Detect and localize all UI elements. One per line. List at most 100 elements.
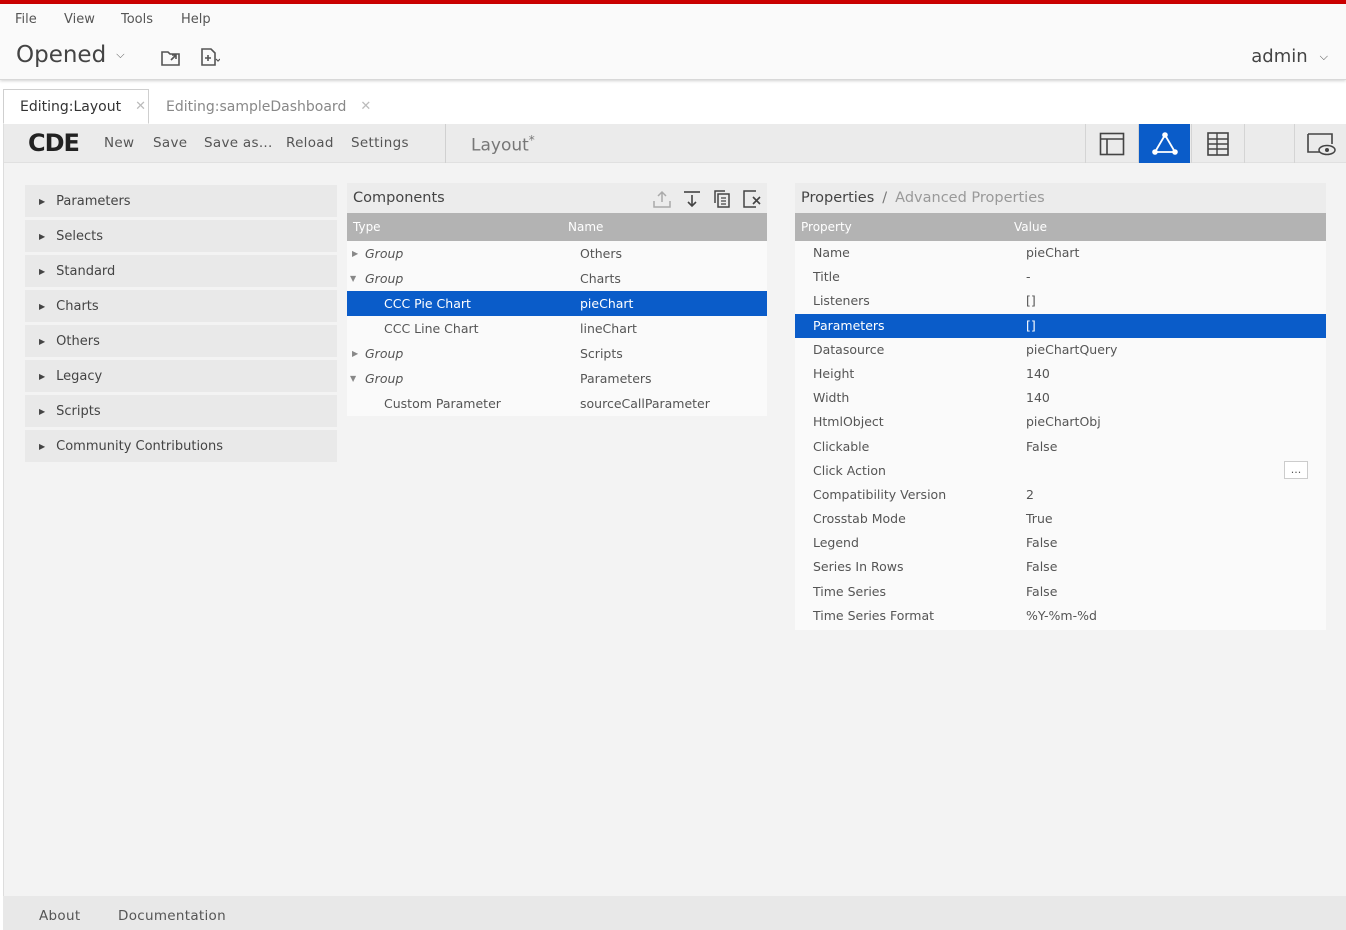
property-row[interactable]: Name pieChart (795, 241, 1326, 265)
category-selects[interactable]: ▶ Selects (25, 220, 337, 252)
caret-right-icon: ▶ (39, 336, 46, 346)
tab-editing-layout[interactable]: Editing:Layout ✕ (3, 89, 149, 124)
category-others[interactable]: ▶ Others (25, 325, 337, 357)
property-name: Click Action (813, 462, 886, 478)
toolbar-spacer (1244, 124, 1294, 163)
property-row-selected[interactable]: Parameters [] (795, 313, 1326, 338)
chevron-down-icon: ⌵ (1319, 49, 1328, 63)
caret-right-icon: ▶ (39, 266, 46, 276)
close-icon[interactable]: ✕ (360, 99, 372, 114)
property-value[interactable]: %Y-%m-%d (1026, 607, 1097, 623)
category-scripts[interactable]: ▶ Scripts (25, 395, 337, 427)
components-panel: Components Type Name ▶ (347, 183, 767, 416)
property-row[interactable]: Series In Rows False (795, 555, 1326, 579)
settings-button[interactable]: Settings (351, 135, 409, 151)
app-header: File View Tools Help Opened ⌵ admin ⌵ (0, 4, 1346, 80)
caret-right-icon: ▶ (39, 371, 46, 381)
table-row[interactable]: ▼ Group Charts (347, 266, 767, 291)
caret-down-icon: ▼ (350, 374, 357, 383)
property-row[interactable]: Time Series Format %Y-%m-%d (795, 604, 1326, 628)
component-categories: ▶ Parameters ▶ Selects ▶ Standard ▶ Charts ▶… (25, 185, 337, 465)
property-row[interactable]: HtmlObject pieChartObj (795, 410, 1326, 434)
property-row[interactable]: Compatibility Version 2 (795, 483, 1326, 507)
components-view-button[interactable] (1138, 124, 1190, 163)
documentation-link[interactable]: Documentation (118, 908, 226, 924)
property-value[interactable]: False (1026, 438, 1058, 454)
menu-help[interactable]: Help (181, 12, 211, 27)
category-legacy[interactable]: ▶ Legacy (25, 360, 337, 392)
property-row[interactable]: Height 140 (795, 362, 1326, 386)
close-icon[interactable]: ✕ (135, 99, 146, 114)
property-row[interactable]: Title - (795, 265, 1326, 289)
components-column-header: Type Name (347, 213, 767, 241)
user-menu[interactable]: admin ⌵ (1251, 46, 1328, 67)
delete-icon[interactable] (742, 189, 762, 209)
menu-tools[interactable]: Tools (121, 12, 154, 27)
cde-logo: CDE (28, 129, 80, 157)
category-standard[interactable]: ▶ Standard (25, 255, 337, 287)
menu-view[interactable]: View (64, 12, 95, 27)
property-value[interactable]: pieChart (1026, 245, 1080, 260)
layout-view-icon (1099, 132, 1124, 155)
properties-column-header: Property Value (795, 213, 1326, 241)
move-down-icon[interactable] (682, 189, 702, 209)
save-button[interactable]: Save (153, 135, 188, 151)
open-folder-icon[interactable] (160, 46, 182, 68)
property-row[interactable]: Click Action... (795, 459, 1326, 483)
category-parameters[interactable]: ▶ Parameters (25, 185, 337, 217)
property-row[interactable]: Listeners [] (795, 289, 1326, 313)
property-row[interactable]: Width 140 (795, 386, 1326, 410)
duplicate-icon[interactable] (712, 189, 732, 209)
preview-button[interactable] (1294, 124, 1346, 163)
opened-dropdown[interactable]: Opened ⌵ (16, 42, 125, 68)
property-value[interactable]: 2 (1026, 486, 1034, 502)
property-value[interactable]: pieChartObj (1026, 414, 1101, 430)
property-row[interactable]: Clickable False (795, 435, 1326, 459)
property-row[interactable]: Crosstab Mode True (795, 507, 1326, 531)
property-row[interactable]: Legend False (795, 531, 1326, 555)
export-icon[interactable] (652, 189, 672, 209)
chevron-down-icon: ⌵ (116, 48, 125, 61)
property-value[interactable]: False (1026, 559, 1058, 575)
property-row[interactable]: Time Series False (795, 580, 1326, 604)
table-row-selected[interactable]: CCC Pie Chart pieChart (347, 291, 767, 316)
new-button[interactable]: New (104, 135, 135, 151)
property-row[interactable]: Datasource pieChartQuery (795, 338, 1326, 362)
category-charts[interactable]: ▶ Charts (25, 290, 337, 322)
table-row[interactable]: CCC Line Chart lineChart (347, 316, 767, 341)
property-value[interactable]: [] (1026, 293, 1036, 309)
property-value[interactable]: False (1026, 535, 1058, 551)
table-row[interactable]: ▶ Group Others (347, 241, 767, 266)
layout-view-button[interactable] (1085, 124, 1137, 163)
row-name: Others (580, 246, 623, 261)
property-value[interactable]: [] (1026, 317, 1036, 333)
property-value[interactable]: 140 (1026, 390, 1050, 406)
workspace: CDE New Save Save as... Reload Settings … (3, 124, 1346, 930)
property-value[interactable]: - (1026, 269, 1031, 285)
property-name: Compatibility Version (813, 486, 947, 502)
category-community-contributions[interactable]: ▶ Community Contributions (25, 430, 337, 462)
preview-icon (1306, 132, 1336, 155)
about-link[interactable]: About (39, 908, 81, 924)
property-value[interactable]: True (1026, 511, 1053, 527)
property-value[interactable]: False (1026, 583, 1058, 599)
category-label: Scripts (56, 403, 101, 419)
table-row[interactable]: ▼ Group Parameters (347, 366, 767, 391)
table-row[interactable]: ▶ Group Scripts (347, 341, 767, 366)
reload-button[interactable]: Reload (286, 135, 334, 151)
column-property: Property (801, 220, 852, 234)
properties-header: Properties / Advanced Properties (795, 183, 1326, 213)
advanced-properties-tab[interactable]: Advanced Properties (895, 190, 1045, 206)
save-as-button[interactable]: Save as... (204, 135, 273, 151)
datasources-view-button[interactable] (1191, 124, 1243, 163)
caret-right-icon: ▶ (39, 406, 46, 416)
tab-editing-sampledashboard[interactable]: Editing:sampleDashboard ✕ (150, 89, 372, 124)
property-name: Series In Rows (813, 559, 904, 575)
properties-tab[interactable]: Properties (801, 190, 875, 206)
click-action-edit-button[interactable]: ... (1284, 460, 1308, 479)
menu-file[interactable]: File (15, 12, 37, 27)
property-value[interactable]: 140 (1026, 365, 1050, 381)
new-file-icon[interactable] (198, 46, 220, 68)
table-row[interactable]: Custom Parameter sourceCallParameter (347, 391, 767, 416)
property-value[interactable]: pieChartQuery (1026, 341, 1118, 357)
